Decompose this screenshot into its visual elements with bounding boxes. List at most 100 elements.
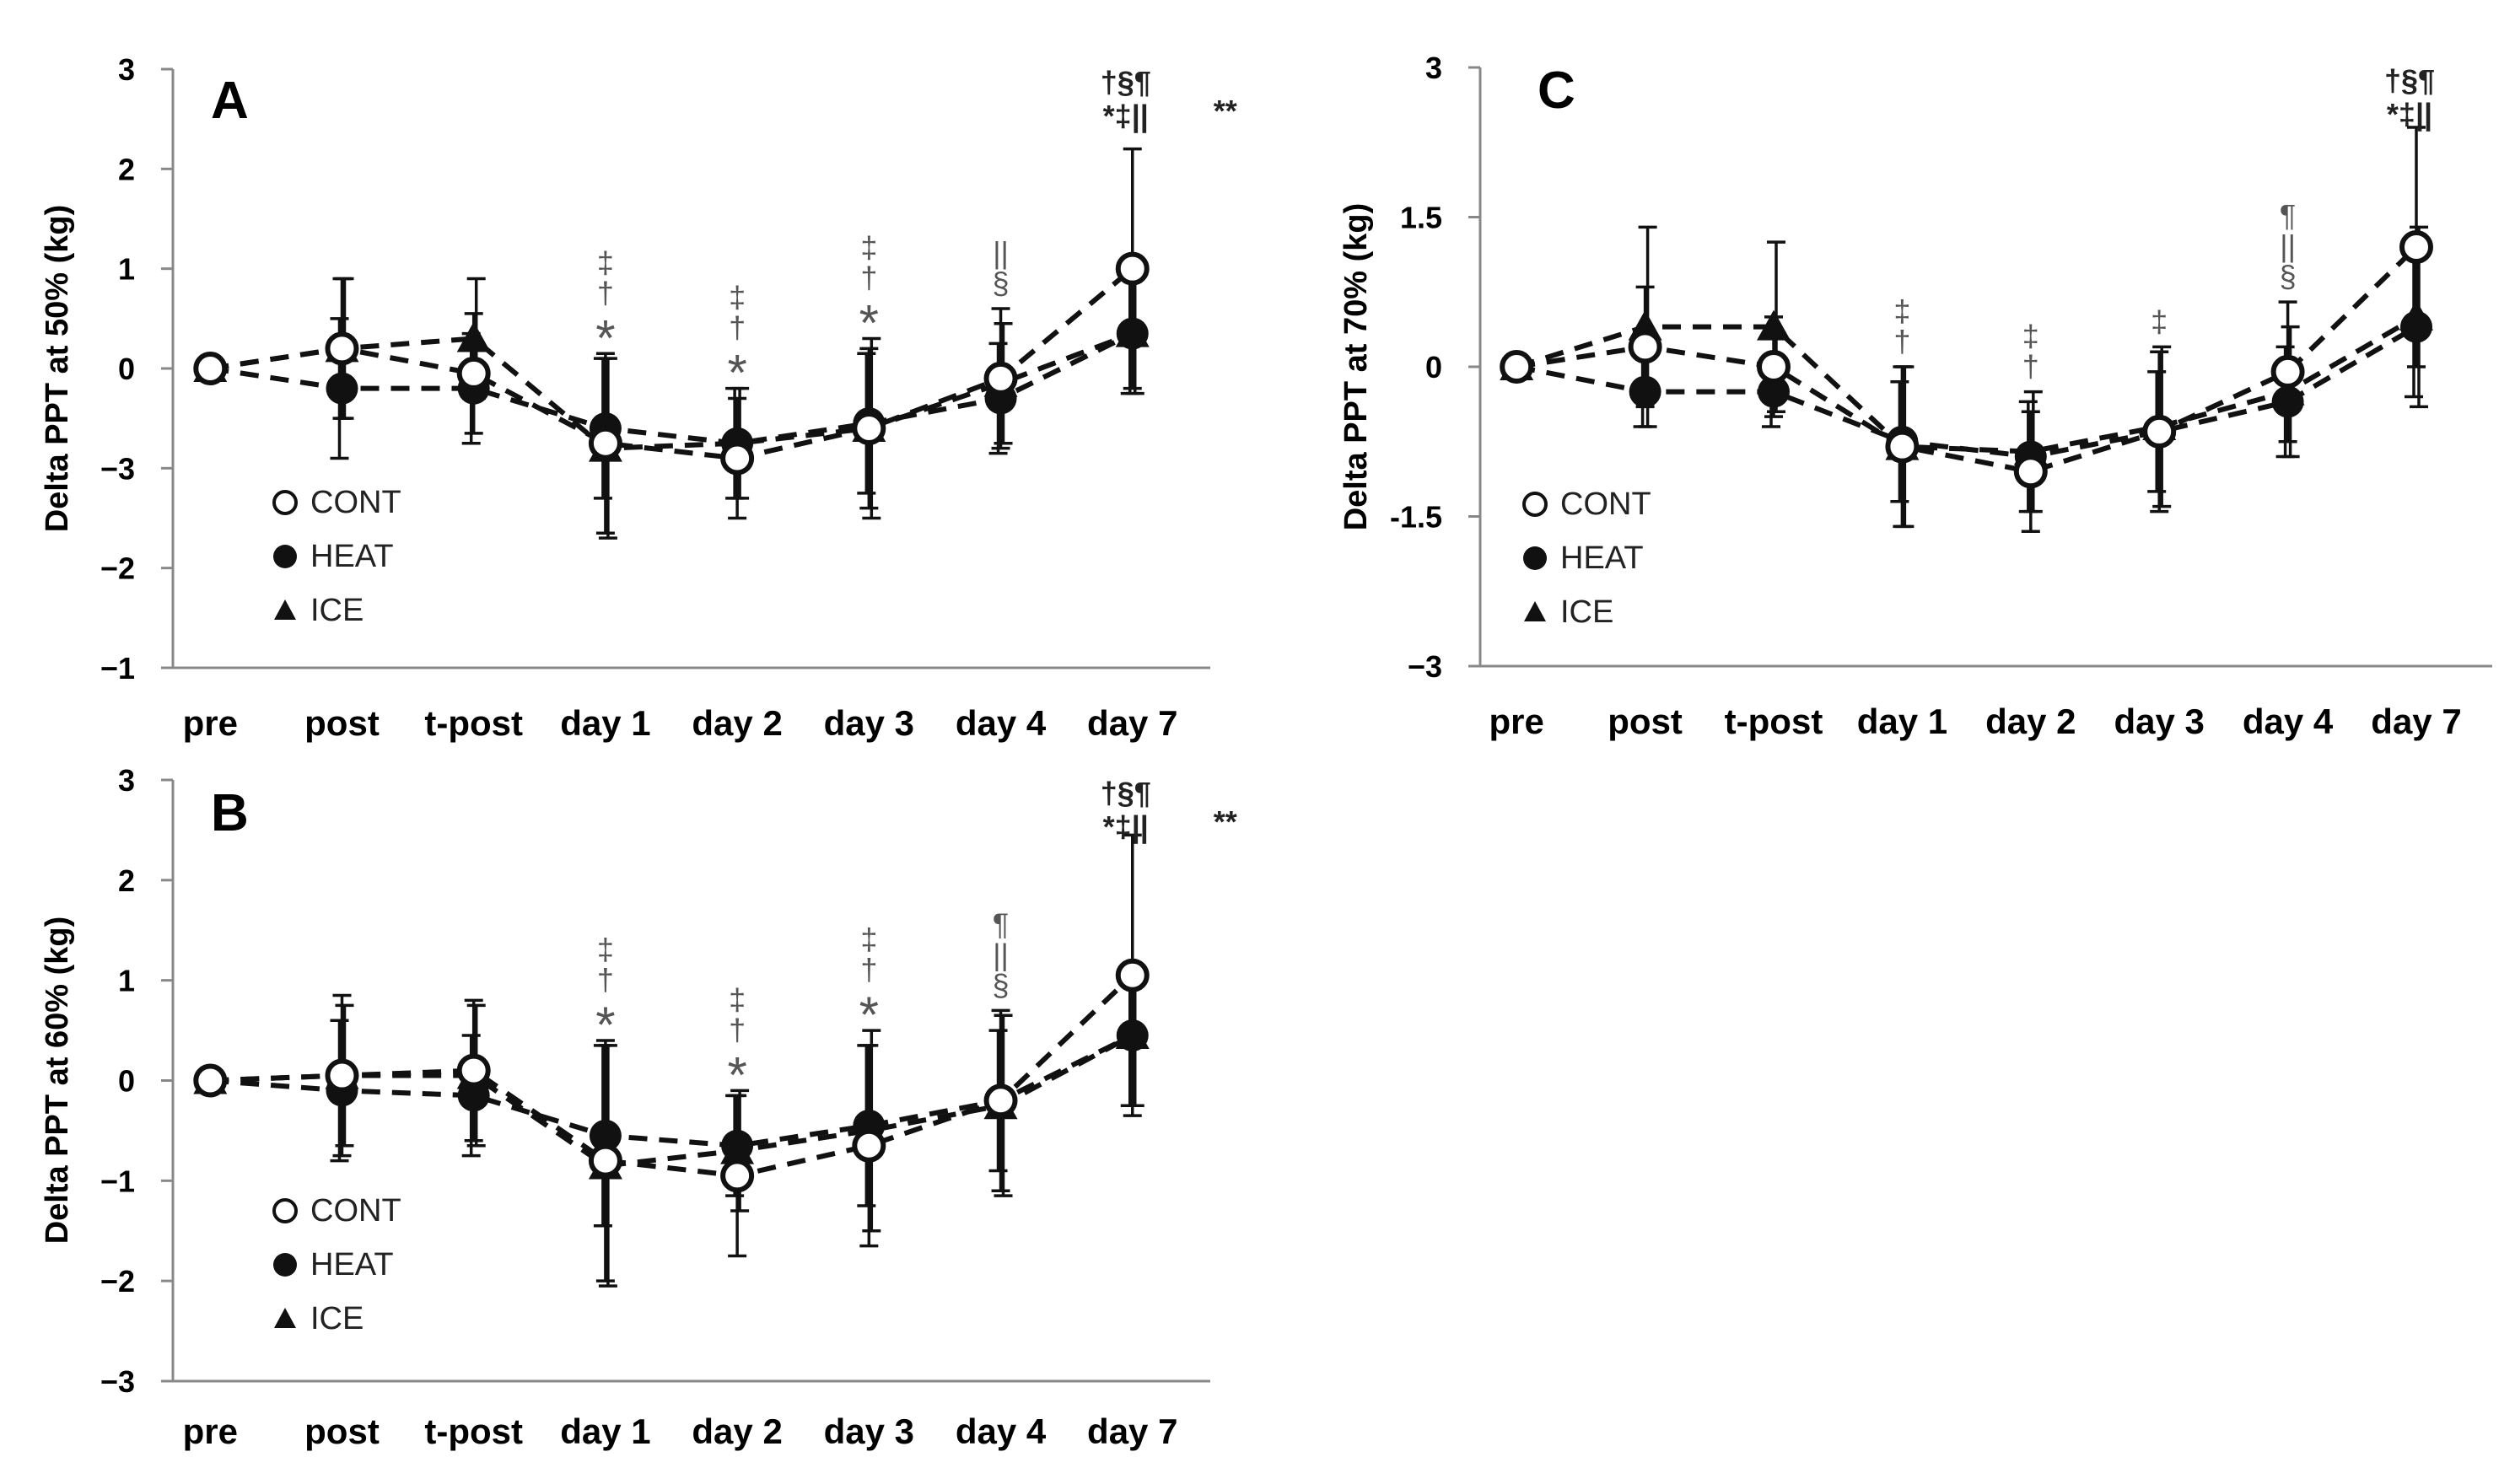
significance-mark: || [993, 235, 1009, 270]
y-tick-label: 2 [118, 152, 135, 186]
significance-mark: § [993, 967, 1010, 1002]
significance-mark: † [2022, 349, 2039, 384]
x-tick-label: day 2 [692, 703, 782, 743]
x-tick-label: day 1 [1857, 702, 1947, 741]
significance-mark: ‡ [2151, 304, 2168, 338]
data-point-cont [1628, 330, 1662, 364]
data-point-heat [1629, 375, 1661, 408]
series-line-heat [209, 331, 1134, 446]
significance-mark: ‡ [1893, 293, 1910, 328]
data-point-cont [2399, 230, 2433, 264]
data-point-heat [589, 1119, 622, 1152]
legend-marker-cont [1522, 492, 1548, 517]
significance-mark: ¶ [2280, 198, 2296, 233]
significance-mark: *‡|| [1103, 99, 1149, 134]
data-point-cont [1115, 958, 1150, 992]
series-line-cont [1516, 245, 2419, 475]
significance-mark: § [2280, 259, 2297, 293]
significance-mark: * [859, 295, 879, 352]
data-point-cont [1115, 251, 1150, 286]
data-point-heat [721, 1129, 754, 1162]
legend-label-ice: ICE [310, 1301, 364, 1336]
data-point-cont [720, 1159, 755, 1193]
significance-mark: †§¶ [2384, 63, 2435, 98]
data-point-heat [2400, 310, 2432, 343]
significance-mark: § [993, 266, 1010, 300]
significance-mark: † [860, 261, 877, 295]
data-point-cont [588, 426, 622, 460]
y-tick-label: −1 [100, 651, 135, 686]
significance-mark: ‡ [597, 932, 614, 966]
legend-label-heat: HEAT [1560, 540, 1644, 576]
x-tick-label: t-post [424, 703, 523, 743]
legend-label-ice: ICE [310, 593, 364, 628]
data-point-cont [983, 1083, 1018, 1118]
significance-mark: ‡ [597, 245, 614, 279]
series-line-cont [209, 266, 1134, 461]
y-axis-label: Delta PPT at 60% (kg) [40, 917, 75, 1245]
significance-mark: ‡ [860, 230, 877, 265]
data-point-ice [456, 321, 491, 352]
significance-mark: ** [1214, 804, 1237, 839]
significance-mark: ** [1214, 94, 1237, 128]
data-point-cont [325, 331, 359, 366]
panel-b: 3 2 1 0 −1 −2 −3 pre post t-post day 1 day 2 day 3 da… [40, 763, 1237, 1451]
y-tick-label: 2 [118, 863, 135, 898]
x-tick-label: day 3 [824, 703, 914, 743]
legend-marker-heat [273, 1253, 297, 1277]
significance-mark: ‡ [729, 981, 746, 1016]
significance-mark: * [595, 997, 615, 1053]
x-tick-label: day 4 [2243, 702, 2334, 741]
x-tick-label: day 3 [2114, 702, 2204, 741]
data-point-cont [325, 1058, 359, 1093]
data-point-heat [457, 1079, 490, 1112]
significance-mark: || [993, 937, 1009, 971]
y-tick-label: 0 [1425, 350, 1442, 384]
series-line-ice [209, 331, 1134, 451]
y-tick-label: −1 [100, 1164, 135, 1198]
significance-mark: † [1893, 324, 1910, 358]
data-point-cont [1757, 350, 1791, 384]
data-point-cont [852, 1128, 886, 1163]
significance-mark: ‡ [860, 922, 877, 956]
legend-marker-ice [1524, 601, 1546, 621]
data-point-cont [852, 411, 886, 445]
panel-letter: B [211, 784, 249, 842]
legend-marker-cont [272, 1198, 298, 1223]
y-tick-label: 1 [118, 964, 135, 998]
series-line-heat [210, 1033, 1134, 1148]
significance-mark: † [860, 952, 877, 987]
significance-mark: * [727, 1046, 746, 1103]
x-tick-label: day 1 [560, 703, 650, 743]
data-point-cont [456, 1053, 491, 1088]
data-point-cont [720, 441, 755, 476]
significance-mark: * [727, 345, 746, 401]
x-tick-label: day 2 [692, 1411, 782, 1451]
x-tick-label: day 7 [2371, 702, 2461, 741]
y-tick-label: −3 [1408, 649, 1442, 684]
panel-c: 3 1.5 0 -1.5 −3 pre post t-post day 1 day 2 day 3 d… [1338, 51, 2492, 741]
significance-mark: † [729, 310, 746, 345]
y-tick-label: −2 [100, 1264, 135, 1298]
series-line-ice [210, 1033, 1134, 1169]
x-tick-label: day 4 [956, 703, 1047, 743]
data-point-cont [2142, 414, 2177, 449]
y-axis-label: Delta PPT at 70% (kg) [1338, 203, 1374, 531]
data-point-cont [193, 1063, 228, 1098]
data-point-heat [326, 372, 358, 405]
legend-label-heat: HEAT [310, 1247, 394, 1282]
x-tick-label: pre [183, 1411, 238, 1451]
y-tick-label: 3 [1425, 51, 1442, 85]
legend-marker-ice [274, 1308, 296, 1328]
legend-marker-ice [274, 600, 296, 620]
x-tick-label: day 1 [560, 1411, 650, 1451]
significance-mark: †§¶ [1101, 65, 1151, 99]
significance-mark: †§¶ [1101, 776, 1151, 810]
significance-mark: * [859, 987, 879, 1043]
data-point-cont [1500, 350, 1534, 384]
y-axis-label: Delta PPT at 50% (kg) [40, 205, 75, 533]
y-tick-label: −2 [100, 551, 135, 586]
legend-label-cont: CONT [310, 485, 401, 520]
significance-mark: † [597, 962, 614, 997]
y-tick-label: −3 [100, 451, 135, 486]
